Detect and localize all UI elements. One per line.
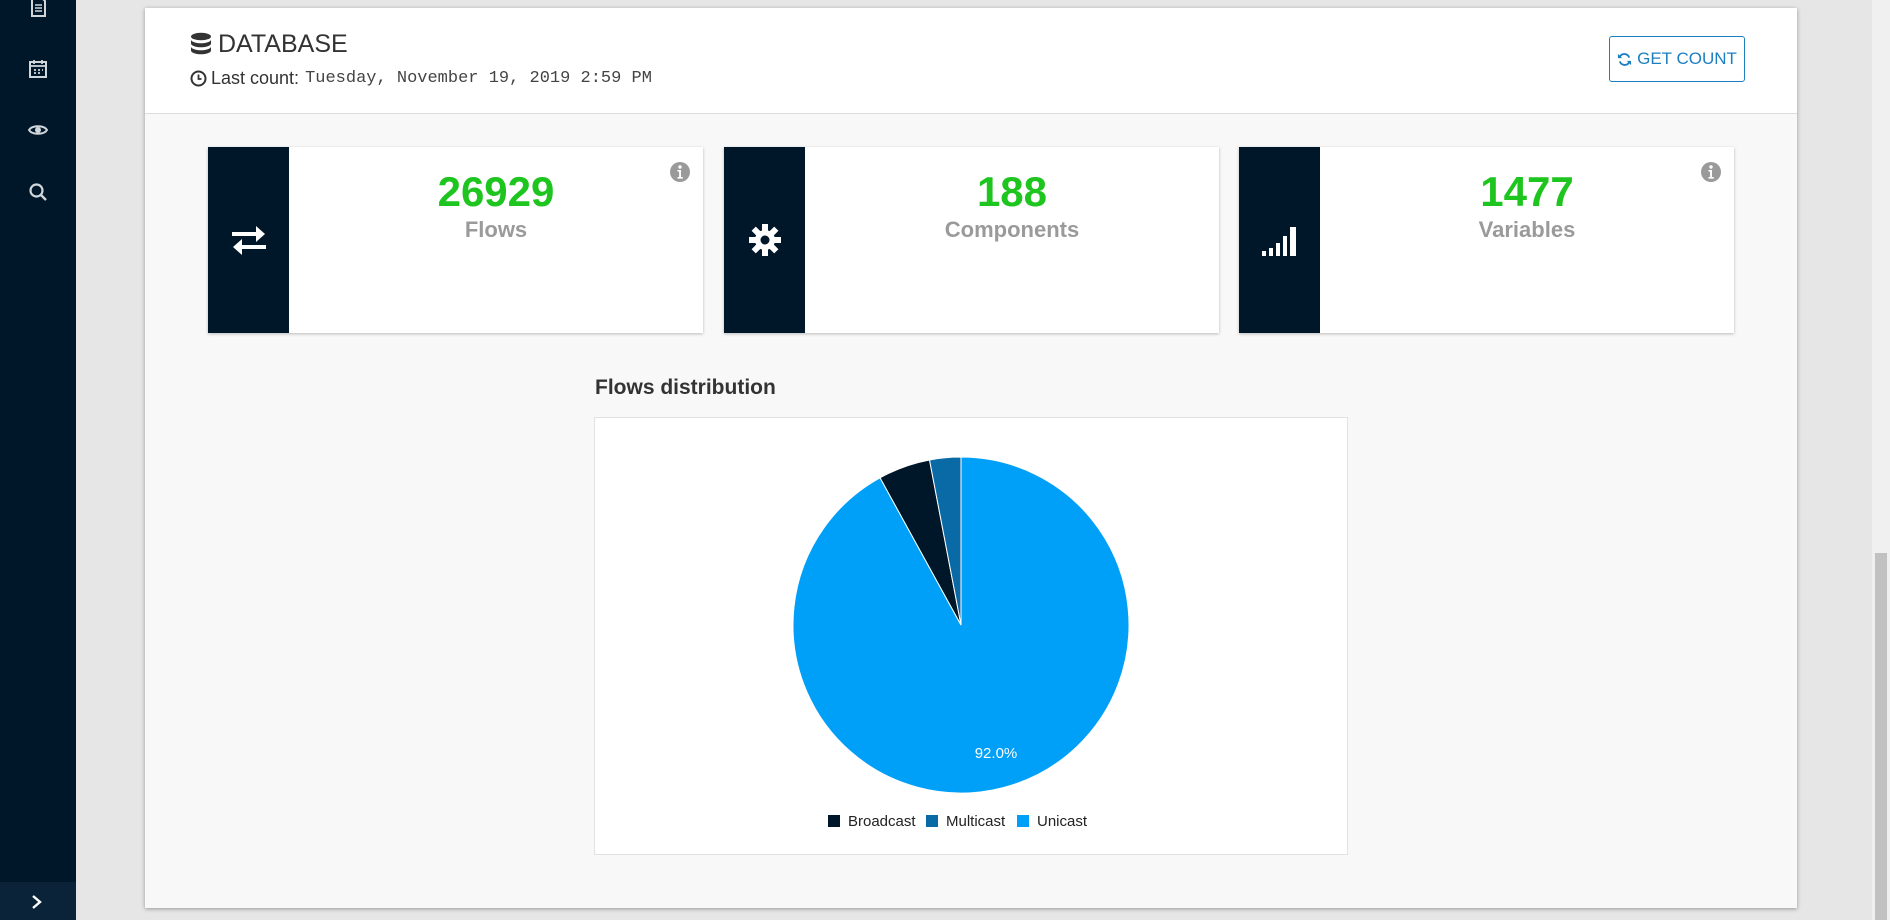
eye-icon[interactable] (26, 118, 50, 142)
chevron-right-icon (32, 895, 42, 909)
database-title: DATABASE (190, 30, 348, 59)
page-title: DATABASE (218, 30, 348, 58)
pie-chart-container: 92.0% Broadcast Multicast Unicast (594, 417, 1348, 855)
variables-label: Variables (1478, 217, 1576, 242)
stat-card-components: 188 Components (724, 147, 1219, 333)
legend-swatch (828, 815, 840, 827)
panel-header: DATABASE Last count: Tuesday, November 1… (145, 8, 1797, 114)
variables-count: 1477 (1480, 168, 1574, 215)
legend-label: Unicast (1037, 813, 1088, 830)
sidebar-expand-button[interactable] (0, 882, 76, 920)
calendar-icon[interactable] (26, 57, 50, 81)
last-count-timestamp: Tuesday, November 19, 2019 2:59 PM (305, 69, 652, 88)
flows-count: 26929 (437, 168, 555, 215)
legend-item-broadcast[interactable]: Broadcast (828, 813, 916, 830)
components-label: Components (944, 217, 1080, 242)
get-count-button[interactable]: GET COUNT (1609, 36, 1745, 82)
sidebar (0, 0, 76, 920)
info-icon[interactable] (669, 161, 691, 188)
chart-title: Flows distribution (595, 376, 776, 399)
legend-item-multicast[interactable]: Multicast (926, 813, 1006, 830)
exchange-icon (208, 147, 289, 333)
document-icon[interactable] (26, 0, 50, 18)
info-icon[interactable] (1700, 161, 1722, 188)
legend-swatch (926, 815, 938, 827)
last-count: Last count: Tuesday, November 19, 2019 2… (190, 68, 652, 89)
refresh-icon (1618, 52, 1632, 66)
stat-card-variables: 1477 Variables (1239, 147, 1734, 333)
legend-swatch (1017, 815, 1029, 827)
scrollbar-thumb[interactable] (1875, 553, 1887, 920)
pie-data-label: 92.0% (975, 745, 1018, 762)
flows-label: Flows (464, 217, 528, 242)
scrollbar[interactable] (1872, 0, 1890, 920)
database-panel: DATABASE Last count: Tuesday, November 1… (145, 8, 1797, 908)
last-count-label: Last count: (211, 68, 300, 88)
gear-icon (724, 147, 805, 333)
components-count: 188 (976, 168, 1048, 215)
stat-card-flows: 26929 Flows (208, 147, 703, 333)
legend-label: Multicast (946, 813, 1006, 830)
pie-chart: 92.0% Broadcast Multicast Unicast (792, 456, 1130, 830)
clock-icon (190, 70, 207, 87)
get-count-label: GET COUNT (1637, 49, 1737, 68)
pie-slice-multicast[interactable] (928, 456, 962, 626)
legend-label: Broadcast (848, 813, 916, 830)
signal-bars-icon (1239, 147, 1320, 333)
search-icon[interactable] (26, 180, 50, 204)
legend-item-unicast[interactable]: Unicast (1017, 813, 1088, 830)
database-icon (191, 32, 211, 54)
